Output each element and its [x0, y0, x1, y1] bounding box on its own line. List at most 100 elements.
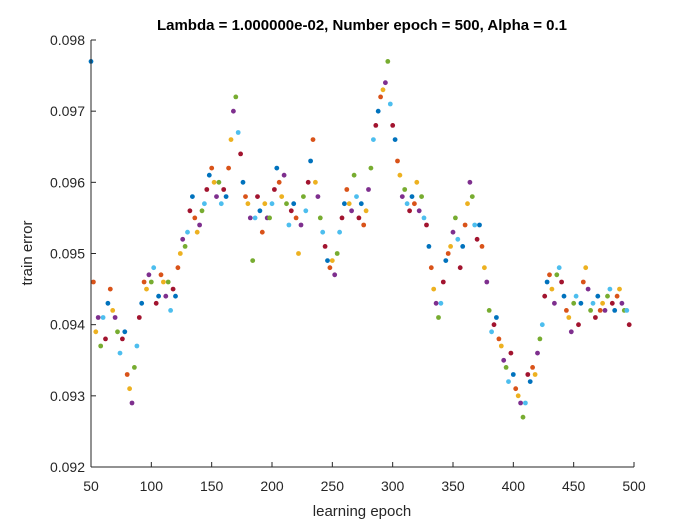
data-point — [612, 308, 618, 313]
data-point — [609, 300, 615, 306]
data-point — [573, 293, 579, 299]
data-point — [315, 194, 321, 200]
data-point — [115, 329, 120, 335]
data-point — [489, 329, 494, 335]
data-point — [252, 215, 258, 221]
data-point — [257, 208, 263, 214]
data-point — [595, 293, 601, 299]
data-point — [491, 322, 497, 328]
data-point — [151, 265, 157, 271]
data-point — [267, 215, 272, 221]
data-point — [233, 94, 239, 100]
data-point — [274, 165, 280, 171]
data-point — [494, 315, 499, 320]
data-points — [88, 59, 632, 420]
data-point — [383, 80, 388, 86]
data-point — [482, 265, 487, 271]
data-point — [588, 308, 593, 313]
data-point — [426, 244, 432, 249]
data-point — [564, 308, 569, 313]
data-point — [112, 315, 118, 320]
data-point — [399, 194, 405, 200]
data-point — [110, 308, 116, 313]
data-point — [549, 286, 555, 292]
data-point — [566, 315, 572, 320]
data-point — [624, 308, 630, 313]
data-point — [214, 194, 219, 200]
data-point — [554, 272, 560, 278]
data-point — [161, 279, 166, 285]
data-point — [286, 222, 292, 228]
data-point — [327, 265, 333, 271]
data-point — [496, 336, 502, 342]
data-point — [385, 59, 391, 64]
data-point — [392, 137, 398, 143]
data-point — [98, 343, 104, 349]
data-point — [93, 329, 99, 335]
data-point — [597, 308, 603, 313]
data-point — [590, 300, 596, 306]
y-tick-label: 0.096 — [50, 174, 85, 190]
data-point — [375, 108, 381, 114]
data-point — [134, 343, 140, 349]
data-point — [310, 137, 316, 143]
data-point — [163, 293, 169, 299]
data-point — [320, 229, 326, 235]
data-point — [156, 293, 162, 299]
data-point — [583, 265, 589, 271]
data-point — [185, 229, 190, 235]
data-point — [325, 258, 330, 263]
data-point — [626, 322, 632, 328]
data-point — [124, 372, 130, 377]
data-point — [395, 158, 400, 164]
data-point — [354, 194, 359, 200]
data-point — [443, 258, 449, 263]
data-point — [605, 293, 610, 299]
data-point — [298, 222, 304, 228]
y-axis-label: train error — [19, 220, 36, 285]
data-point — [431, 286, 437, 292]
data-point — [542, 293, 548, 299]
data-point — [349, 208, 354, 214]
data-point — [390, 123, 396, 128]
data-point — [250, 258, 256, 263]
data-point — [141, 279, 147, 285]
data-point — [508, 350, 514, 356]
data-point — [535, 350, 540, 356]
data-point — [465, 201, 470, 207]
data-point — [91, 279, 96, 285]
data-point — [532, 372, 538, 377]
y-tick-label: 0.093 — [50, 388, 85, 404]
data-point — [269, 201, 275, 207]
data-point — [177, 251, 183, 256]
data-point — [235, 130, 241, 135]
data-point — [337, 229, 342, 235]
data-point — [107, 286, 113, 292]
data-point — [414, 179, 420, 185]
data-point — [120, 336, 125, 342]
data-point — [238, 151, 244, 157]
data-point — [436, 315, 441, 320]
data-point — [136, 315, 142, 320]
data-point — [380, 87, 386, 93]
data-point — [438, 300, 444, 306]
data-point — [197, 222, 203, 228]
data-point — [501, 357, 507, 363]
x-tick-label: 350 — [441, 478, 465, 494]
data-point — [180, 236, 186, 242]
x-tick-label: 200 — [260, 478, 284, 494]
data-point — [510, 372, 516, 377]
data-point — [513, 386, 519, 392]
data-point — [416, 208, 422, 214]
x-tick-label: 150 — [200, 478, 224, 494]
data-point — [421, 215, 427, 221]
data-point — [474, 236, 480, 242]
y-tick-label: 0.094 — [50, 317, 85, 333]
data-point — [288, 208, 294, 214]
data-point — [127, 386, 132, 392]
data-point — [373, 123, 379, 128]
data-point — [146, 272, 152, 278]
data-point — [593, 315, 598, 320]
data-point — [614, 293, 620, 299]
